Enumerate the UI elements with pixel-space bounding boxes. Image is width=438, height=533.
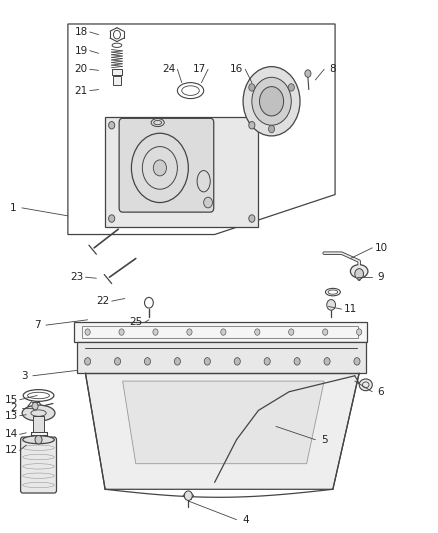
Circle shape (354, 358, 360, 365)
Bar (113, 76, 121, 85)
Circle shape (153, 329, 158, 335)
Circle shape (355, 269, 364, 279)
Ellipse shape (259, 86, 284, 116)
Polygon shape (105, 117, 258, 227)
Circle shape (35, 435, 42, 444)
Text: 10: 10 (374, 243, 388, 253)
Text: 3: 3 (21, 371, 28, 381)
Text: 21: 21 (74, 86, 88, 95)
Circle shape (249, 122, 255, 129)
Text: 6: 6 (378, 387, 385, 397)
Text: 8: 8 (329, 64, 336, 74)
Text: 5: 5 (321, 435, 328, 445)
Circle shape (294, 358, 300, 365)
Text: 17: 17 (193, 64, 206, 74)
FancyBboxPatch shape (119, 118, 214, 212)
Text: 1: 1 (10, 203, 17, 213)
Circle shape (249, 84, 255, 91)
Text: 14: 14 (4, 430, 18, 439)
Circle shape (305, 70, 311, 77)
Ellipse shape (252, 77, 291, 125)
Circle shape (32, 402, 38, 410)
Circle shape (174, 358, 180, 365)
Text: 20: 20 (74, 64, 88, 74)
Circle shape (153, 160, 166, 176)
Circle shape (268, 125, 275, 133)
Circle shape (249, 215, 255, 222)
Circle shape (187, 329, 192, 335)
Text: 22: 22 (96, 296, 110, 306)
Circle shape (264, 358, 270, 365)
Circle shape (289, 329, 294, 335)
Bar (82, 326, 358, 338)
Circle shape (184, 491, 192, 500)
Text: 19: 19 (74, 46, 88, 55)
Polygon shape (85, 373, 359, 489)
Text: 24: 24 (162, 64, 175, 74)
Circle shape (327, 300, 336, 310)
Circle shape (145, 358, 151, 365)
Circle shape (109, 122, 115, 129)
Circle shape (324, 358, 330, 365)
Circle shape (322, 329, 328, 335)
Circle shape (234, 358, 240, 365)
Ellipse shape (23, 436, 54, 443)
Bar (33, 416, 44, 432)
Text: 9: 9 (378, 272, 385, 282)
Text: 11: 11 (344, 304, 357, 314)
Text: 18: 18 (74, 27, 88, 37)
Polygon shape (123, 381, 324, 464)
Circle shape (221, 329, 226, 335)
Ellipse shape (22, 405, 55, 421)
Text: 12: 12 (4, 446, 18, 455)
Text: 23: 23 (70, 272, 83, 282)
Circle shape (288, 84, 294, 91)
Bar (112, 69, 122, 75)
Circle shape (204, 197, 212, 208)
Circle shape (85, 358, 91, 365)
Text: 7: 7 (34, 320, 41, 330)
Bar (74, 322, 367, 342)
Circle shape (109, 215, 115, 222)
Ellipse shape (350, 265, 368, 278)
Text: 15: 15 (4, 395, 18, 405)
Circle shape (255, 329, 260, 335)
Circle shape (85, 329, 90, 335)
Text: 16: 16 (230, 64, 243, 74)
Circle shape (114, 358, 120, 365)
Circle shape (357, 329, 362, 335)
Circle shape (204, 358, 210, 365)
Ellipse shape (359, 379, 372, 391)
Circle shape (119, 329, 124, 335)
Ellipse shape (243, 67, 300, 136)
Bar (77, 342, 366, 373)
Text: 2: 2 (10, 403, 17, 413)
FancyBboxPatch shape (21, 437, 57, 493)
Text: 4: 4 (242, 515, 249, 524)
Text: 13: 13 (4, 411, 18, 421)
Text: 25: 25 (129, 318, 142, 327)
